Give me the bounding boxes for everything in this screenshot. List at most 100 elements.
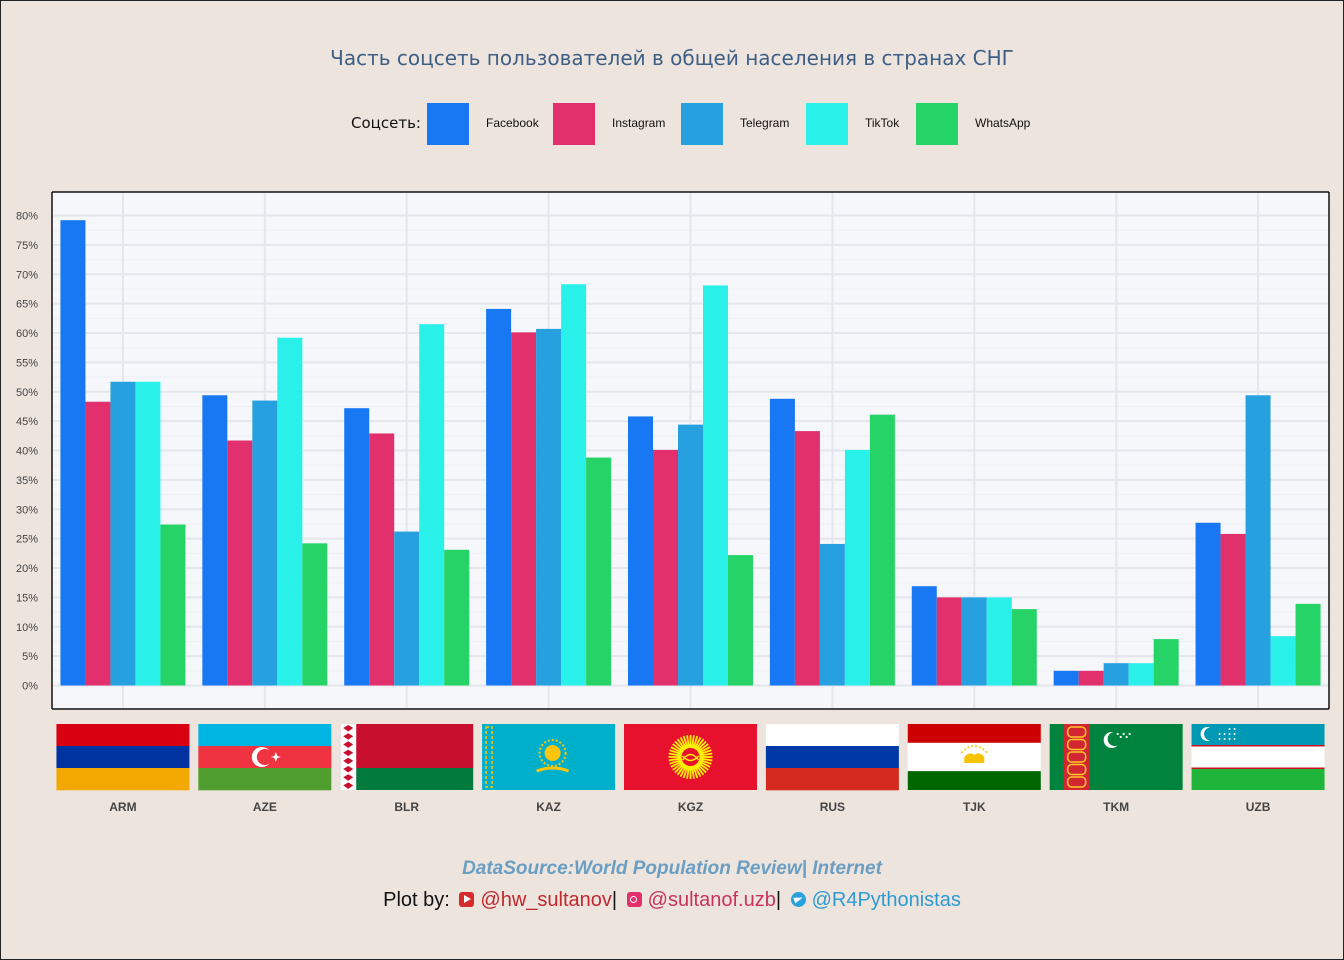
y-tick-label: 20% xyxy=(16,563,38,575)
y-tick-label: 50% xyxy=(16,387,38,399)
bar-tkm-instagram xyxy=(1078,670,1104,686)
y-tick-label: 45% xyxy=(16,416,38,428)
bar-chart: 0% 5% 10% 15% 20% 25% 30% 35% 40% 45% 50% 55% 60% 65%… xyxy=(16,191,1330,814)
y-tick-label: 75% xyxy=(16,240,38,252)
legend-swatch-telegram xyxy=(681,103,723,145)
legend-swatch-whatsapp xyxy=(916,103,958,145)
bar-kaz-tiktok xyxy=(561,284,587,686)
bar-uzb-telegram xyxy=(1245,395,1271,686)
separator: | xyxy=(775,889,782,911)
x-tick-label: BLR xyxy=(394,800,419,814)
bar-rus-instagram xyxy=(794,431,820,686)
bar-arm-tiktok xyxy=(135,381,161,686)
bar-tjk-telegram xyxy=(961,597,987,686)
bar-rus-facebook xyxy=(769,398,795,686)
y-tick-label: 55% xyxy=(16,357,38,369)
legend-title: Соцсеть: xyxy=(351,114,421,132)
flag-uzb xyxy=(1191,724,1325,790)
x-tick-label: TKM xyxy=(1103,800,1129,814)
telegram-icon xyxy=(790,892,806,907)
bar-arm-telegram xyxy=(110,381,136,686)
bar-tjk-facebook xyxy=(911,586,937,686)
y-tick-label: 40% xyxy=(16,446,38,458)
y-tick-label: 70% xyxy=(16,269,38,281)
bar-blr-whatsapp xyxy=(444,549,470,686)
y-tick-label: 0% xyxy=(22,681,38,693)
bar-uzb-tiktok xyxy=(1270,636,1296,686)
bar-arm-whatsapp xyxy=(160,524,186,686)
credit-prefix: Plot by: xyxy=(383,889,450,911)
bar-rus-whatsapp xyxy=(869,414,895,686)
flag-kaz xyxy=(482,724,616,790)
instagram-icon xyxy=(626,892,642,907)
telegram-handle-link[interactable]: @R4Pythonistas xyxy=(811,889,961,911)
youtube-handle-link[interactable]: @hw_sultanov xyxy=(480,889,612,911)
bar-tjk-tiktok xyxy=(986,597,1012,686)
legend-label-facebook: Facebook xyxy=(486,116,539,130)
bar-tkm-facebook xyxy=(1053,670,1079,686)
bar-arm-facebook xyxy=(60,220,86,686)
x-tick-label: AZE xyxy=(253,800,277,814)
bar-kgz-tiktok xyxy=(703,285,728,686)
x-tick-label: KAZ xyxy=(536,800,561,814)
legend-swatch-instagram xyxy=(553,103,595,145)
bar-blr-facebook xyxy=(344,408,370,686)
bar-blr-instagram xyxy=(369,433,395,686)
bar-tjk-whatsapp xyxy=(1011,609,1037,686)
flag-aze xyxy=(198,724,332,791)
legend-swatch-facebook xyxy=(427,103,469,145)
chart-title: Часть соцсеть пользователей в общей насе… xyxy=(330,46,1014,70)
bar-uzb-facebook xyxy=(1195,522,1221,686)
data-source-text: DataSource:World Population Review| Inte… xyxy=(462,858,882,879)
bar-aze-telegram xyxy=(252,400,278,686)
flag-arm xyxy=(56,724,190,791)
legend-swatch-tiktok xyxy=(806,103,848,145)
bar-aze-tiktok xyxy=(277,337,303,686)
y-tick-label: 5% xyxy=(22,651,38,663)
legend-label-telegram: Telegram xyxy=(740,116,790,130)
bar-kgz-whatsapp xyxy=(728,555,753,686)
bar-arm-instagram xyxy=(85,401,111,686)
bar-aze-facebook xyxy=(202,395,228,686)
country-flags: ARM AZE BLR KAZ KGZ RUS TJK TKM UZB xyxy=(56,724,1325,814)
separator: | xyxy=(611,889,618,911)
instagram-handle-link[interactable]: @sultanof.uzb xyxy=(647,889,776,911)
legend: Соцсеть: Facebook Instagram Telegram Tik… xyxy=(0,101,1344,147)
bar-kgz-telegram xyxy=(678,424,703,686)
bar-aze-whatsapp xyxy=(302,543,328,686)
bar-tjk-instagram xyxy=(936,597,962,686)
plot-area: 0% 5% 10% 15% 20% 25% 30% 35% 40% 45% 50% 55% 60% 65%… xyxy=(16,191,1330,710)
y-tick-label: 35% xyxy=(16,475,38,487)
flag-tkm xyxy=(1049,724,1183,790)
x-tick-label: UZB xyxy=(1246,800,1271,814)
y-tick-label: 65% xyxy=(16,299,38,311)
bar-kgz-facebook xyxy=(628,416,653,686)
y-tick-label: 10% xyxy=(16,622,38,634)
flag-rus xyxy=(765,724,899,791)
legend-label-instagram: Instagram xyxy=(612,116,666,130)
bar-tkm-whatsapp xyxy=(1153,639,1179,686)
y-tick-label: 60% xyxy=(16,328,38,340)
x-tick-label: RUS xyxy=(820,800,845,814)
bar-blr-tiktok xyxy=(419,324,445,686)
bar-rus-telegram xyxy=(819,543,845,686)
y-tick-label: 15% xyxy=(16,592,38,604)
bar-kgz-instagram xyxy=(653,449,678,686)
bar-blr-telegram xyxy=(394,531,420,686)
bar-rus-tiktok xyxy=(844,449,870,686)
bar-kaz-whatsapp xyxy=(586,457,612,686)
y-tick-label: 30% xyxy=(16,504,38,516)
bar-kaz-telegram xyxy=(536,328,562,686)
x-tick-label: TJK xyxy=(963,800,986,814)
bar-kaz-instagram xyxy=(511,332,537,686)
flag-tjk xyxy=(907,724,1041,790)
bar-tkm-telegram xyxy=(1103,663,1129,686)
y-tick-label: 80% xyxy=(16,211,38,223)
flag-kgz xyxy=(624,724,757,790)
bar-kaz-facebook xyxy=(486,308,512,686)
y-tick-label: 25% xyxy=(16,534,38,546)
legend-label-tiktok: TikTok xyxy=(865,116,900,130)
youtube-icon xyxy=(459,892,475,907)
bar-uzb-whatsapp xyxy=(1295,603,1321,686)
bar-aze-instagram xyxy=(227,440,253,686)
